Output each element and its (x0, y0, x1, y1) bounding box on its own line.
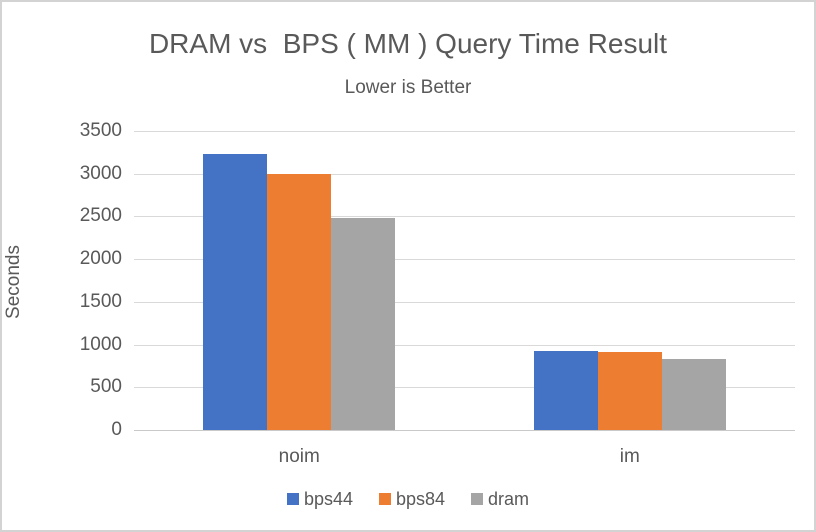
legend-swatch-icon (471, 493, 484, 505)
y-tick-label: 2500 (79, 205, 122, 227)
gridline (134, 173, 795, 175)
legend-label: bps44 (303, 489, 353, 509)
gridline (134, 216, 795, 218)
gridline (134, 387, 795, 389)
bar-bps44-noim (203, 154, 268, 430)
legend-swatch-icon (378, 493, 391, 505)
bar-bps44-im (533, 351, 598, 430)
legend-label: dram (488, 489, 530, 509)
y-tick-label: 0 (111, 419, 122, 440)
gridline (134, 259, 795, 261)
legend-item-bps44: bps44 (286, 489, 353, 509)
y-tick-label: 3500 (79, 120, 122, 141)
bar-bps84-im (597, 352, 662, 430)
gridline (134, 301, 795, 303)
legend-item-dram: dram (471, 490, 529, 508)
gridline (134, 344, 795, 346)
y-tick-label: 3000 (79, 162, 122, 184)
legend: bps44 bps84 dram (2, 490, 814, 508)
y-axis-title: Seconds (3, 245, 24, 319)
y-tick-label: 2000 (79, 248, 122, 270)
bar-bps84-noim (267, 173, 332, 430)
legend-swatch-icon (286, 493, 299, 505)
legend-label: bps84 (395, 489, 446, 509)
bar-dram-im (661, 359, 726, 430)
bar-dram-noim (331, 218, 396, 430)
x-axis-label: im (619, 446, 640, 467)
gridline (134, 131, 795, 132)
legend-item-bps84: bps84 (378, 489, 446, 509)
chart-title: DRAM vs BPS ( MM ) Query Time Result (148, 28, 668, 59)
y-tick-label: 1500 (79, 290, 122, 312)
x-axis-label: noim (278, 446, 320, 467)
gridline (134, 430, 795, 431)
chart-subtitle: Lower is Better (344, 77, 472, 98)
y-tick-label: 1000 (79, 333, 122, 355)
y-tick-label: 500 (90, 376, 122, 398)
